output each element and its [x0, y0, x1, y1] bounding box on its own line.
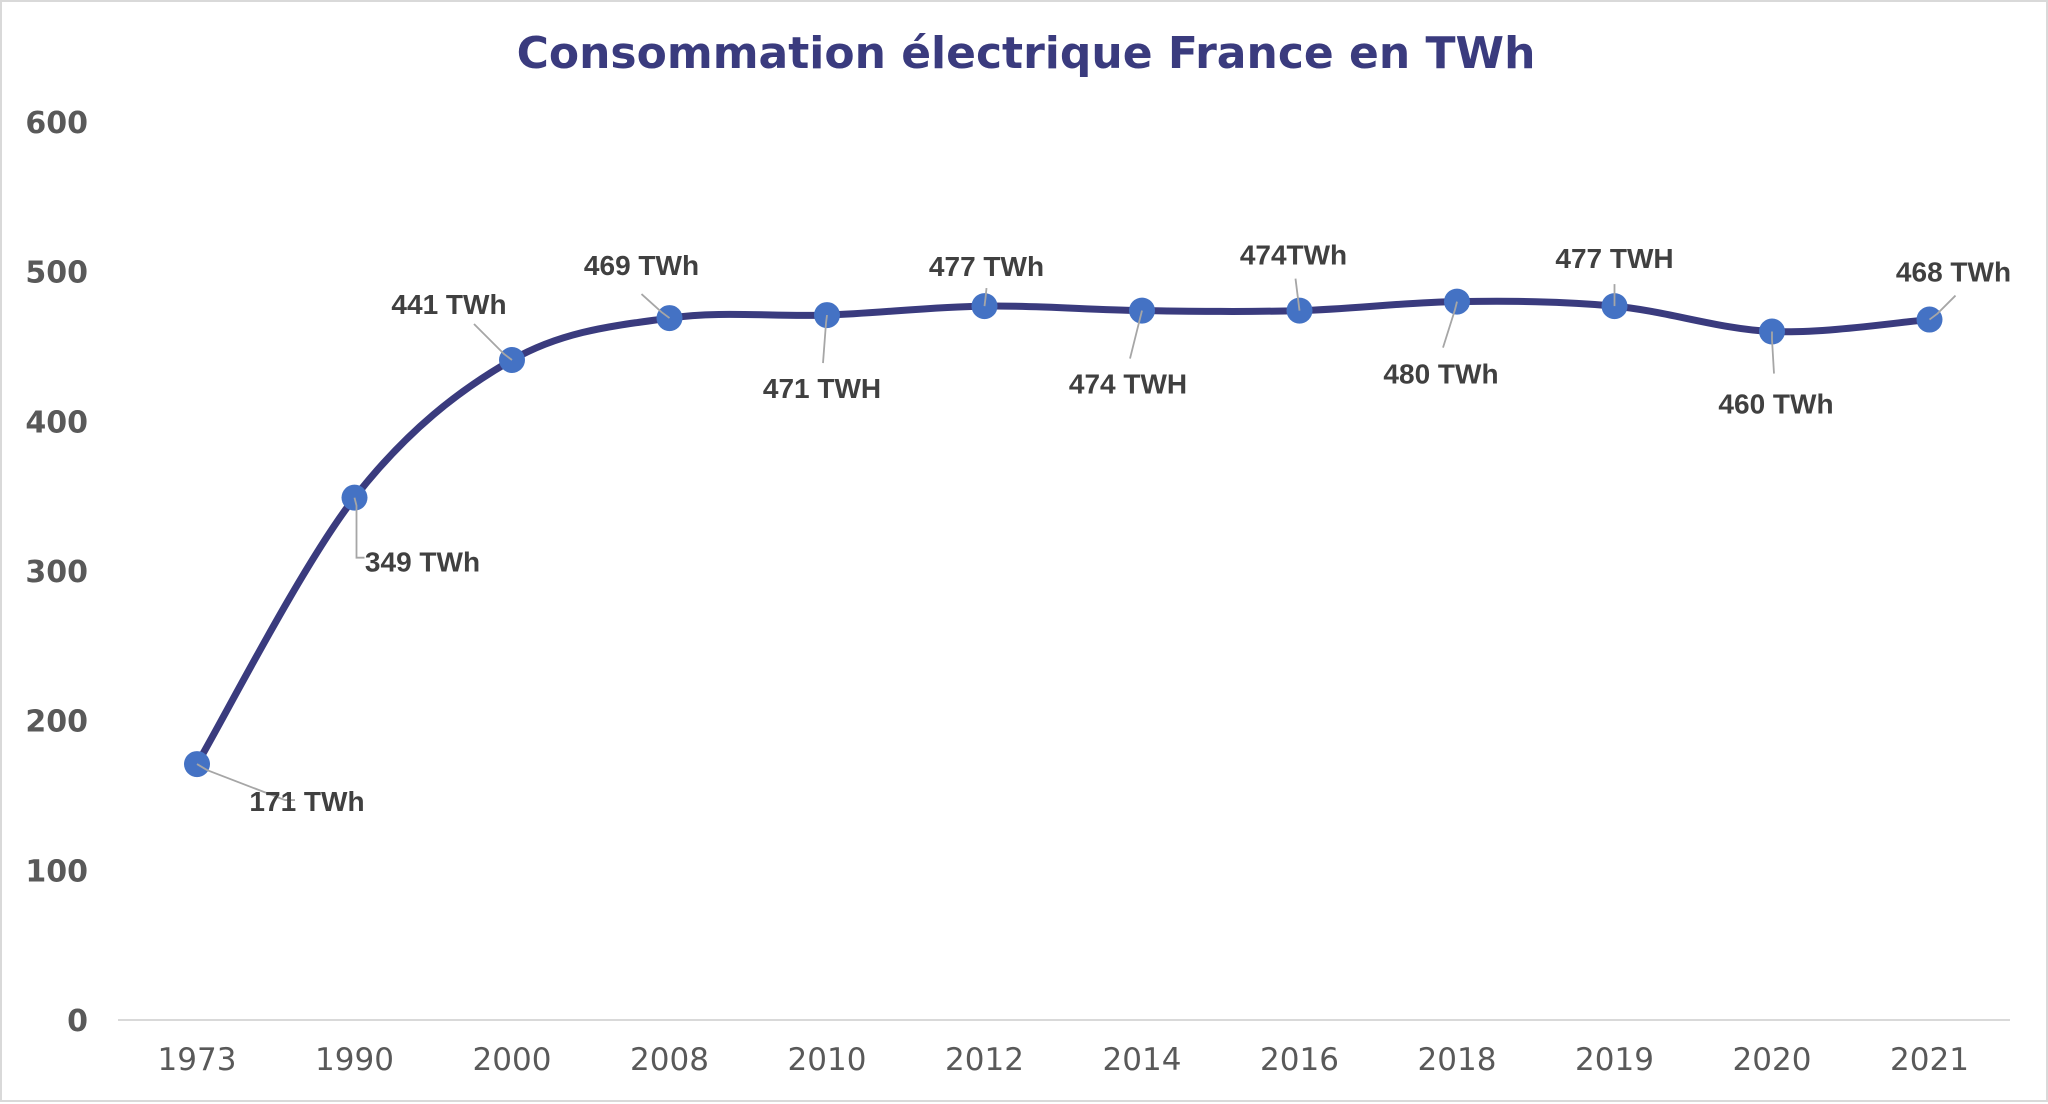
leader-line [822, 314, 828, 364]
data-label: 171 TWh [249, 786, 364, 817]
data-label: 460 TWh [1718, 389, 1833, 420]
leader-line [353, 497, 365, 559]
data-label: 480 TWh [1383, 359, 1498, 390]
data-label: 441 TWh [391, 289, 506, 320]
chart-title: Consommation électrique France en TWh [517, 28, 1536, 79]
x-tick-label: 1973 [158, 1042, 237, 1078]
x-tick-label: 2010 [788, 1042, 867, 1078]
x-tick-label: 2008 [630, 1042, 709, 1078]
leader-line [1294, 278, 1301, 311]
data-label: 468 TWh [1896, 257, 2011, 288]
y-tick-label: 400 [25, 405, 88, 440]
x-tick-label: 2016 [1260, 1042, 1339, 1078]
leader-line [473, 323, 513, 361]
y-tick-label: 0 [67, 1004, 88, 1039]
y-tick-label: 300 [25, 555, 88, 590]
y-axis: 0 100 200 300 400 500 600 [25, 106, 88, 1039]
x-tick-label: 2019 [1575, 1042, 1654, 1078]
data-labels: 171 TWh 349 TWh 441 TWh 469 TWh 471 TWH 477 T… [196, 240, 2011, 817]
data-label: 474TWh [1240, 240, 1347, 271]
y-tick-label: 600 [25, 106, 88, 141]
leader-line [1928, 294, 1957, 321]
data-label: 471 TWH [763, 373, 881, 404]
leader-line [1129, 310, 1143, 359]
data-label: 474 TWH [1069, 369, 1187, 400]
leader-line [640, 293, 671, 319]
y-tick-label: 500 [25, 256, 88, 291]
x-tick-label: 2021 [1890, 1042, 1969, 1078]
data-label: 477 TWH [1555, 243, 1673, 274]
data-label: 477 TWh [929, 251, 1044, 282]
x-tick-label: 2012 [945, 1042, 1024, 1078]
x-tick-label: 1990 [315, 1042, 394, 1078]
x-axis: 1973 1990 2000 2008 2010 2012 2014 2016 2018 2019… [158, 1042, 1969, 1078]
leader-line [1442, 301, 1458, 348]
leader-line [983, 288, 988, 307]
x-tick-label: 2018 [1418, 1042, 1497, 1078]
data-label: 469 TWh [584, 250, 699, 281]
x-tick-label: 2000 [473, 1042, 552, 1078]
series [184, 288, 1943, 778]
x-tick-label: 2020 [1733, 1042, 1812, 1078]
y-tick-label: 100 [25, 854, 88, 889]
data-label: 349 TWh [365, 547, 480, 578]
x-tick-label: 2014 [1103, 1042, 1182, 1078]
leader-line [1771, 331, 1775, 374]
leader-line [196, 763, 295, 801]
y-tick-label: 200 [25, 705, 88, 740]
series-line [193, 297, 1933, 768]
